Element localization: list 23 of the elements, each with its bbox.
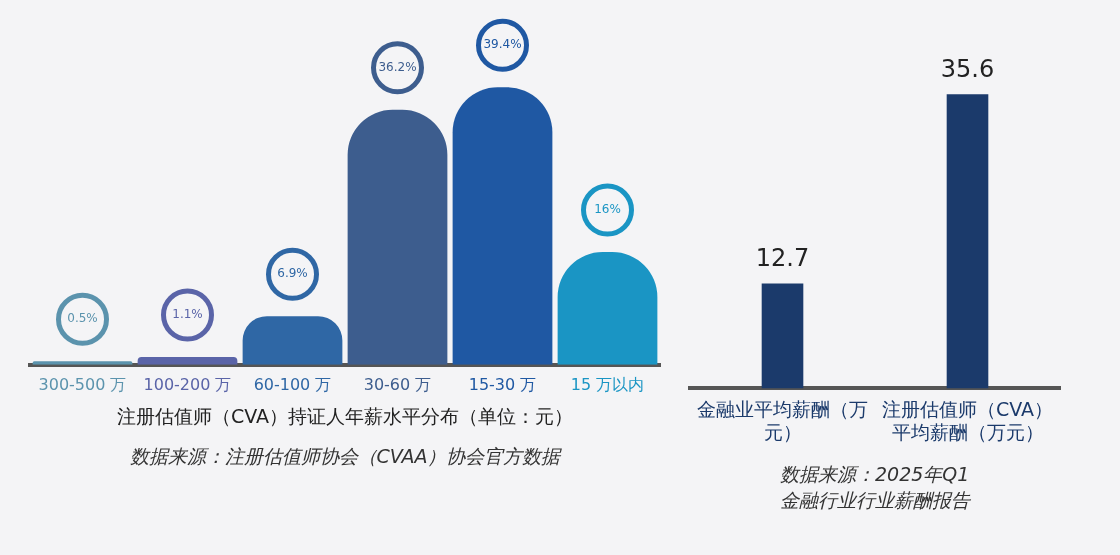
- x-tick-label: 30-60 万: [363, 374, 432, 394]
- x-tick-label: 注册估值师（CVA）平均薪酬（万元）: [881, 397, 1054, 443]
- x-tick-label: 100-200 万: [143, 374, 232, 394]
- x-tick-label: 300-500 万: [38, 374, 127, 394]
- data-label: 0.5%: [67, 311, 98, 326]
- data-label: 6.9%: [277, 266, 308, 281]
- text: 注册估值师（CVA）持证人年薪水平分布（单位：元）: [116, 404, 574, 429]
- data-label: 35.6: [940, 54, 995, 83]
- x-tick-label: 15-30 万: [468, 374, 537, 394]
- bar: [137, 357, 238, 365]
- source-note: 数据来源：注册估值师协会（CVAA）协会官方数据: [129, 444, 561, 469]
- data-label: 12.7: [755, 243, 810, 272]
- data-label: 16%: [594, 202, 621, 217]
- data-label: 39.4%: [483, 37, 522, 52]
- bar: [242, 316, 343, 365]
- x-tick-label: 15 万以内: [570, 374, 645, 394]
- x-tick-label: 60-100 万: [253, 374, 332, 394]
- source-note: 数据来源：2025年Q1 金融行业行业薪酬报告: [780, 462, 970, 513]
- data-label: 36.2%: [378, 59, 417, 74]
- bar: [452, 87, 553, 365]
- x-tick-label: 金融业平均薪酬（万元）: [697, 397, 868, 443]
- bar: [347, 109, 448, 365]
- data-label: 1.1%: [172, 307, 203, 322]
